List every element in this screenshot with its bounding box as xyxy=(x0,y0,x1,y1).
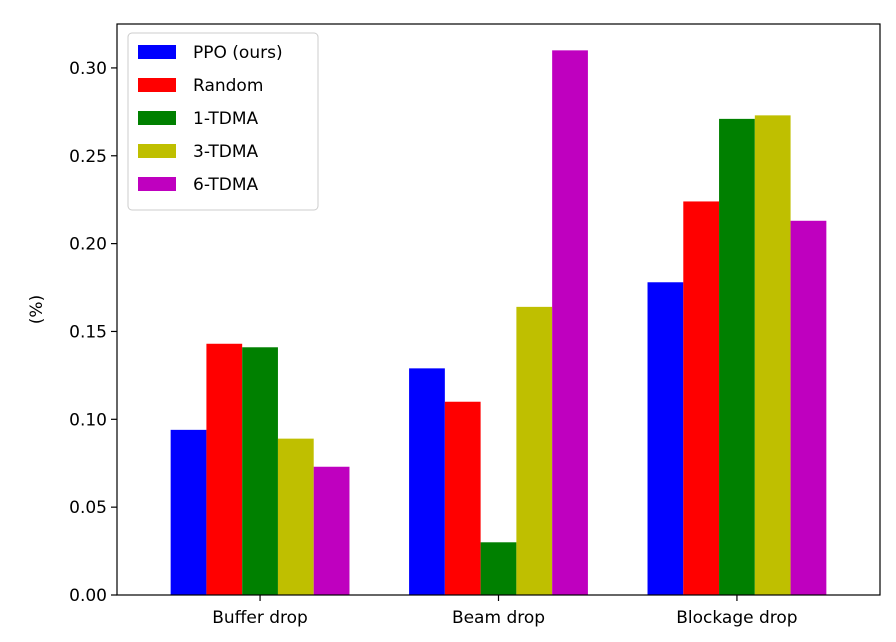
legend-swatch xyxy=(138,177,176,191)
y-tick-label: 0.10 xyxy=(69,410,107,430)
legend: PPO (ours) Random 1-TDMA 3-TDMA 6-TDMA xyxy=(127,32,319,211)
bar xyxy=(790,220,827,595)
legend-label: Random xyxy=(193,76,263,96)
bar xyxy=(719,118,755,596)
y-axis-ticks: 0.00 0.05 0.10 0.15 0.20 0.25 0.30 xyxy=(69,59,117,606)
legend-swatch xyxy=(138,144,176,158)
y-tick-label: 0.00 xyxy=(69,586,107,606)
bar xyxy=(170,429,207,595)
y-tick-label: 0.25 xyxy=(69,147,107,167)
bar xyxy=(409,368,445,595)
legend-swatch xyxy=(138,45,176,59)
x-axis-ticks: Buffer drop Beam drop Blockage drop xyxy=(212,595,798,628)
y-tick-label: 0.05 xyxy=(69,498,107,518)
x-tick-label: Blockage drop xyxy=(676,608,797,628)
legend-label: 1-TDMA xyxy=(193,109,259,129)
x-tick-label: Buffer drop xyxy=(212,608,308,628)
bar xyxy=(206,343,243,595)
y-tick-label: 0.20 xyxy=(69,235,107,255)
bar xyxy=(313,466,350,595)
bars-group xyxy=(170,50,827,596)
bar xyxy=(552,50,588,596)
y-axis-label: (%) xyxy=(27,295,47,324)
bar xyxy=(516,306,553,595)
legend-label: PPO (ours) xyxy=(193,43,283,63)
x-tick-label: Beam drop xyxy=(452,608,545,628)
bar xyxy=(683,201,720,596)
bar xyxy=(480,542,517,595)
y-tick-label: 0.30 xyxy=(69,59,107,79)
legend-swatch xyxy=(138,111,176,125)
bar xyxy=(444,401,481,595)
legend-label: 6-TDMA xyxy=(193,175,259,195)
y-tick-label: 0.15 xyxy=(69,322,107,342)
bar xyxy=(647,282,684,595)
legend-swatch xyxy=(138,78,176,92)
bar xyxy=(242,347,278,595)
bar xyxy=(754,115,791,596)
legend-label: 3-TDMA xyxy=(193,142,259,162)
legend-frame xyxy=(127,32,319,211)
bar xyxy=(277,438,314,595)
